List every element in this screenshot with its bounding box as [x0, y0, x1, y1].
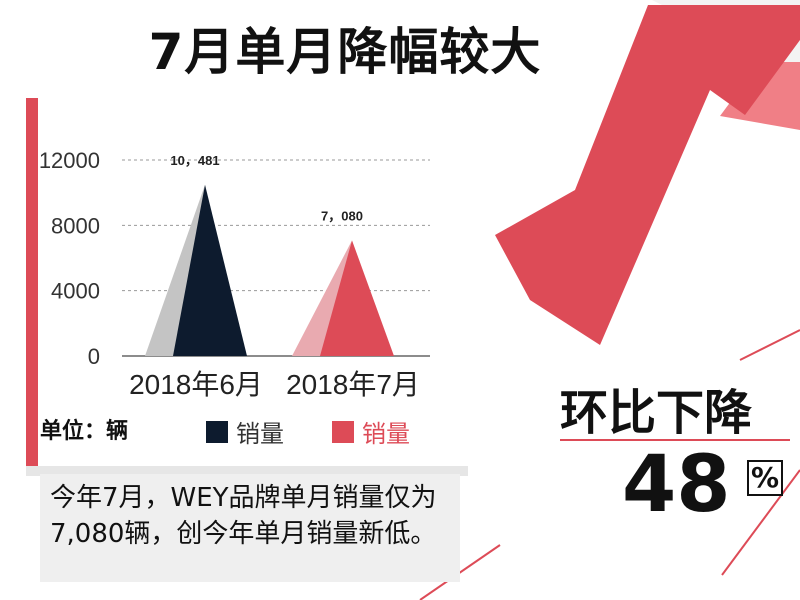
- bar: [173, 184, 247, 356]
- legend-swatch-july: [332, 420, 354, 443]
- legend-item-june: 销量: [206, 414, 284, 449]
- bar: [320, 240, 394, 356]
- y-tick-label: 8000: [51, 213, 100, 238]
- category-label: 2018年6月: [129, 369, 263, 400]
- note-text: 今年7月，WEY品牌单月销量仅为7,080辆，创今年单月销量新低。: [40, 474, 460, 582]
- data-label: 7，080: [321, 208, 363, 223]
- legend-label-july: 销量: [362, 420, 410, 448]
- bar-shadow: [292, 240, 352, 356]
- unit-label: 单位：辆: [40, 419, 129, 444]
- bar-shadow: [145, 184, 205, 356]
- y-tick-label: 0: [88, 344, 100, 369]
- legend-swatch-june: [206, 420, 228, 443]
- chart-card: [26, 98, 468, 466]
- legend-item-july: 销量: [332, 414, 410, 449]
- y-tick-label: 4000: [51, 279, 100, 304]
- mom-label: 环比下降: [560, 385, 753, 441]
- legend-label-june: 销量: [236, 420, 284, 448]
- mom-value: 48: [622, 440, 731, 530]
- data-label: 10，481: [170, 153, 219, 168]
- category-label: 2018年7月: [286, 369, 420, 400]
- percent-sign: %: [747, 460, 783, 496]
- page-title: 7月单月降幅较大: [148, 23, 542, 81]
- y-tick-label: 12000: [39, 148, 100, 173]
